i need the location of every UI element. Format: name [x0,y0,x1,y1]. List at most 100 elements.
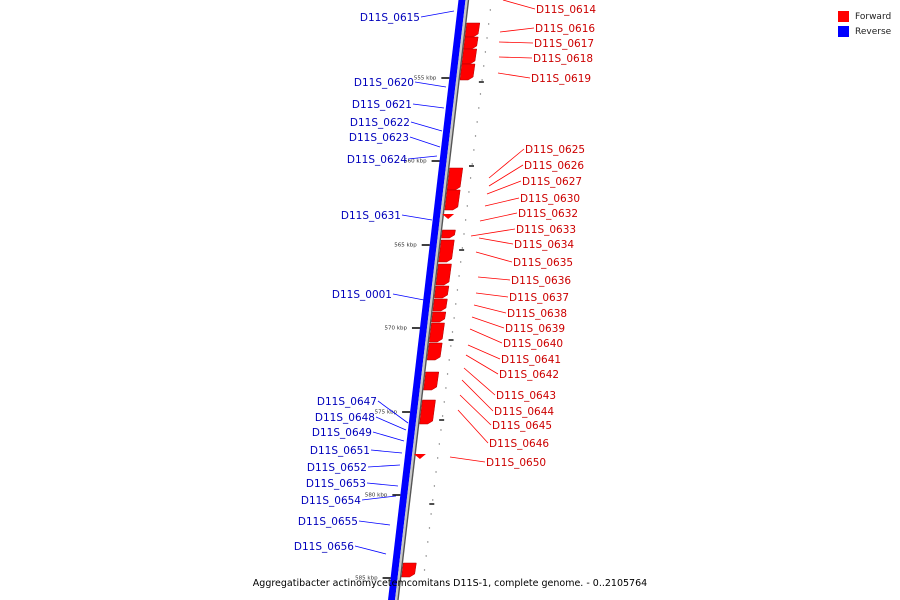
leader-line-forward [477,276,511,281]
feature-dot [481,79,483,81]
forward-gene-label: D11S_0619 [531,73,591,85]
forward-gene-label: D11S_0616 [535,23,595,35]
feature-dot [448,359,450,361]
forward-gene-block [434,285,450,299]
leader-line-reverse [410,121,443,132]
forward-gene-label: D11S_0626 [524,160,584,172]
backbone [388,0,470,600]
leader-line-forward [467,344,501,360]
leader-line-forward [461,379,494,412]
leader-line-forward [486,180,522,195]
leader-line-reverse [366,482,399,487]
leader-line-reverse [361,495,397,501]
feature-dot [468,191,470,193]
leader-line-reverse [372,431,405,442]
scale-tick-label: 570 kbp [385,326,408,332]
feature-dot [487,23,490,25]
reverse-strand-band [388,0,466,600]
feature-dot [430,513,432,515]
forward-gene-block [431,311,447,323]
leader-line-forward [478,237,514,245]
leader-line-forward [475,251,513,263]
reverse-gene-label: D11S_0624 [347,154,407,166]
forward-gene-block [464,22,481,38]
forward-gene-block [426,342,443,361]
forward-gene-label: D11S_0637 [509,292,569,304]
forward-gene-arrow [413,454,426,459]
reverse-gene-label: D11S_0001 [332,289,392,301]
leader-line-reverse [354,545,387,555]
feature-dot [474,135,477,137]
label-layer: D11S_0614 D11S_0616 D11S_0617 D11S_0618 D11S… [294,4,596,553]
reverse-gene-label: D11S_0651 [310,445,370,457]
feature-dot [455,303,457,305]
reverse-gene-label: D11S_0623 [349,132,409,144]
leader-line-forward [473,304,507,314]
leader-line-forward [498,56,533,59]
reverse-gene-label: D11S_0648 [315,412,375,424]
forward-gene-label: D11S_0638 [507,308,567,320]
leader-line-reverse [414,81,447,88]
scale-tick-label: 565 kbp [394,243,417,249]
legend-label-reverse: Reverse [855,26,892,37]
leader-line-reverse [412,103,445,109]
feature-dot [456,289,459,291]
forward-gene-block [459,63,476,81]
forward-gene-label: D11S_0646 [489,438,549,450]
leader-line-forward [463,367,496,396]
forward-gene-label: D11S_0643 [496,390,556,402]
leader-layer [354,0,536,555]
scale-tick-label: 575 kbp [375,410,398,416]
leader-line-forward [475,292,509,298]
reverse-gene-label: D11S_0654 [301,495,361,507]
feature-dot [461,247,464,249]
leader-line-reverse [375,416,407,431]
feature-dot [445,387,447,389]
legend: Forward Reverse [838,9,891,39]
feature-dot [484,51,487,53]
forward-gene-label: D11S_0645 [492,420,552,432]
forward-gene-block [463,36,479,50]
forward-gene-label: D11S_0635 [513,257,573,269]
leader-line-reverse [401,214,433,221]
forward-gene-label: D11S_0627 [522,176,582,188]
leader-line-reverse [409,136,441,148]
leader-line-reverse [367,464,401,468]
legend-item-forward: Forward [838,9,891,24]
feature-dot [436,457,439,459]
feature-dot [476,121,478,123]
leader-line-forward [502,0,536,10]
forward-gene-block [441,229,456,239]
axis-highlight [395,0,468,600]
forward-gene-label: D11S_0642 [499,369,559,381]
feature-dot [422,583,424,585]
feature-dot [478,107,480,109]
reverse-gene-label: D11S_0621 [352,99,412,111]
feature-dot [438,443,441,445]
reverse-gene-label: D11S_0655 [298,516,358,528]
legend-swatch-forward [838,11,849,22]
reverse-gene-label: D11S_0649 [312,427,372,439]
leader-line-forward [484,197,520,207]
leader-line-forward [497,72,531,79]
reverse-gene-label: D11S_0631 [341,210,401,222]
reverse-gene-label: D11S_0615 [360,12,420,24]
leader-line-forward [499,27,535,33]
leader-line-forward [471,316,505,329]
forward-gene-label: D11S_0632 [518,208,578,220]
axis-line [397,0,470,600]
reverse-gene-label: D11S_0653 [306,478,366,490]
forward-gene-block [435,263,452,286]
forward-gene-label: D11S_0639 [505,323,565,335]
leader-line-reverse [377,400,409,424]
feature-dot [450,345,452,347]
leader-line-reverse [392,293,425,301]
forward-gene-label: D11S_0636 [511,275,571,287]
scale-tick-label: 560 kbp [404,159,427,165]
forward-gene-block [401,562,417,578]
leader-line-reverse [358,520,391,526]
forward-gene-arrow [442,214,455,219]
feature-dot [440,429,442,431]
forward-gene-label: D11S_0617 [534,38,594,50]
forward-gene-label: D11S_0640 [503,338,563,350]
